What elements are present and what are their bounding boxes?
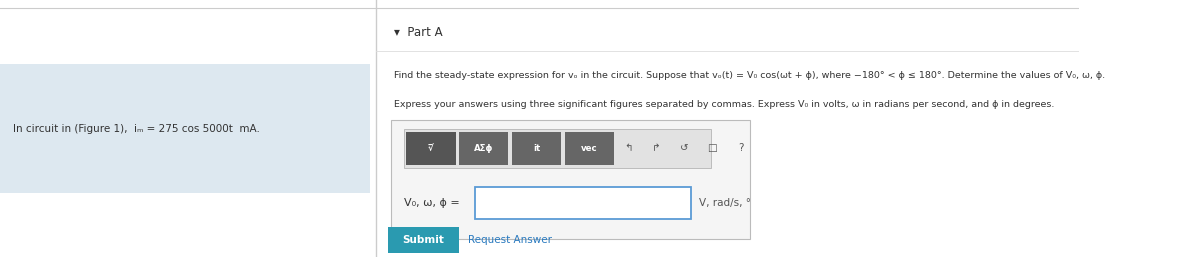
Text: ↺: ↺ [680,143,689,153]
Text: Submit: Submit [402,235,444,245]
Text: Express your answers using three significant figures separated by commas. Expres: Express your answers using three signifi… [394,99,1055,109]
Text: ↰: ↰ [624,143,632,153]
Text: □: □ [708,143,718,153]
Text: it: it [533,144,540,153]
Text: Find the steady-state expression for vₒ in the circuit. Suppose that vₒ(t) = V₀ : Find the steady-state expression for vₒ … [394,71,1105,80]
FancyBboxPatch shape [564,132,614,165]
Text: √̅: √̅ [428,144,433,153]
Text: Request Answer: Request Answer [468,235,552,245]
FancyBboxPatch shape [458,132,509,165]
FancyBboxPatch shape [403,128,712,168]
FancyBboxPatch shape [391,120,750,239]
Text: In circuit in (Figure 1),  iₘ = 275 cos 5000t  mA.: In circuit in (Figure 1), iₘ = 275 cos 5… [13,124,260,133]
FancyBboxPatch shape [475,187,691,219]
Text: AΣϕ: AΣϕ [474,144,493,153]
Text: V₀, ω, ϕ =: V₀, ω, ϕ = [403,198,460,208]
Text: ↱: ↱ [652,143,661,153]
Text: ?: ? [738,143,743,153]
FancyBboxPatch shape [0,64,371,193]
Text: vec: vec [581,144,598,153]
FancyBboxPatch shape [511,132,562,165]
FancyBboxPatch shape [388,227,458,253]
Text: ▾  Part A: ▾ Part A [394,26,443,39]
FancyBboxPatch shape [406,132,456,165]
Text: V, rad/s, °: V, rad/s, ° [700,198,751,208]
